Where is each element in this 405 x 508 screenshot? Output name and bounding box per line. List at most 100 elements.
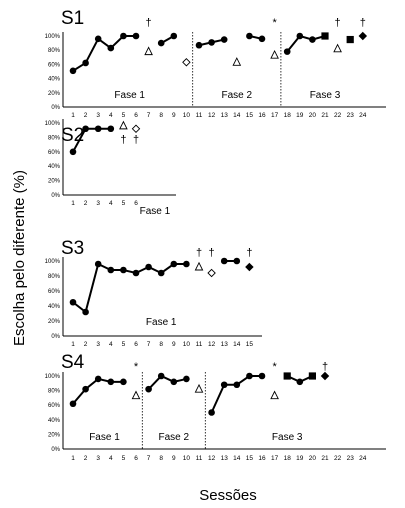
panel-title: S2 [61, 125, 84, 146]
x-tick-label: 11 [196, 341, 203, 348]
square-marker [321, 32, 329, 40]
y-tick-label: 100% [45, 374, 61, 380]
x-tick-label: 2 [84, 200, 88, 207]
y-tick-label: 40% [48, 418, 61, 424]
y-tick-label: 60% [48, 62, 61, 68]
open-diamond-marker [182, 58, 191, 67]
diamond-marker [320, 371, 330, 381]
data-point [296, 32, 304, 40]
x-tick-label: 5 [122, 200, 126, 207]
data-point [170, 378, 178, 386]
data-point [183, 375, 190, 383]
panel-s3: S30%20%40%60%80%100%1 2 3 4 5 6 7 8 9 10 11 12 13 14 1… [45, 238, 262, 348]
data-point [107, 378, 115, 386]
data-point [132, 269, 140, 277]
data-point [283, 48, 291, 55]
annotation-mark: * [272, 361, 277, 373]
x-tick-label: 15 [246, 341, 254, 348]
data-point [195, 41, 203, 49]
data-point [208, 409, 215, 416]
y-tick-label: 20% [48, 319, 61, 325]
x-tick-label: 16 [258, 112, 266, 119]
annotation-mark: † [146, 17, 152, 29]
data-point [145, 385, 152, 393]
panel-title: S4 [61, 352, 85, 373]
annotation-mark: * [272, 17, 277, 29]
open-diamond-marker [131, 124, 141, 133]
data-point [170, 32, 178, 40]
x-tick-label: 23 [347, 455, 355, 462]
y-axis-label: Escolha pelo diferente (%) [11, 170, 28, 346]
x-tick-label: 3 [96, 341, 100, 348]
data-point [233, 381, 241, 389]
triangle-marker [194, 261, 204, 271]
x-tick-label: 17 [271, 455, 279, 462]
x-tick-label: 20 [309, 112, 317, 119]
triangle-marker [194, 383, 204, 393]
x-tick-label: 7 [147, 341, 151, 348]
series-line [72, 35, 136, 72]
y-tick-label: 0% [51, 334, 60, 340]
x-axis-label: Sessões [199, 487, 257, 504]
x-tick-label: 5 [122, 112, 126, 119]
y-tick-label: 100% [45, 121, 61, 127]
x-tick-label: 19 [296, 112, 304, 119]
annotation-mark: † [120, 134, 126, 146]
x-tick-label: 22 [334, 112, 342, 119]
x-tick-label: 12 [208, 341, 216, 348]
data-point [157, 372, 165, 380]
data-point [82, 59, 89, 67]
annotation-mark: † [209, 247, 215, 259]
annotation-mark: † [196, 247, 202, 259]
phase-label: Fase 1 [114, 90, 145, 101]
y-tick-label: 20% [48, 432, 61, 438]
x-tick-label: 13 [221, 112, 229, 119]
panel-title: S3 [61, 238, 84, 259]
x-tick-label: 15 [246, 455, 254, 462]
series-line [286, 34, 326, 53]
x-tick-label: 21 [321, 455, 329, 462]
square-marker [283, 372, 291, 380]
data-point [107, 266, 115, 274]
x-tick-label: 4 [109, 200, 113, 207]
x-tick-label: 1 [71, 200, 75, 207]
triangle-marker [333, 43, 342, 53]
data-point [208, 39, 215, 46]
data-point [233, 257, 241, 265]
annotation-mark: * [134, 361, 139, 373]
x-tick-label: 6 [134, 455, 138, 462]
x-tick-label: 24 [359, 112, 367, 119]
x-tick-label: 18 [284, 112, 292, 119]
y-tick-label: 20% [48, 91, 61, 97]
series-line [147, 374, 187, 390]
x-tick-label: 8 [159, 455, 163, 462]
triangle-marker [144, 46, 153, 56]
x-tick-label: 8 [159, 341, 163, 348]
data-point [120, 378, 127, 386]
x-tick-label: 14 [233, 112, 241, 119]
y-tick-label: 20% [48, 179, 61, 185]
phase-label: Fase 1 [140, 206, 171, 217]
square-marker [346, 35, 354, 44]
series-line [72, 377, 124, 405]
phase-label: Fase 3 [310, 90, 341, 101]
x-tick-label: 7 [147, 455, 151, 462]
y-tick-label: 80% [48, 135, 61, 141]
data-point [69, 67, 77, 75]
square-marker [308, 372, 316, 380]
data-point [94, 125, 102, 133]
x-tick-label: 24 [359, 455, 367, 462]
phase-label: Fase 3 [272, 432, 303, 443]
data-point [170, 260, 178, 268]
data-point [82, 125, 89, 133]
series-line [72, 127, 111, 153]
x-tick-label: 9 [172, 112, 176, 119]
y-tick-label: 0% [51, 447, 60, 453]
x-tick-label: 9 [172, 341, 176, 348]
x-tick-label: 4 [109, 455, 113, 462]
x-tick-label: 5 [122, 455, 126, 462]
data-point [246, 32, 253, 40]
data-point [94, 35, 102, 43]
y-tick-label: 60% [48, 289, 61, 295]
